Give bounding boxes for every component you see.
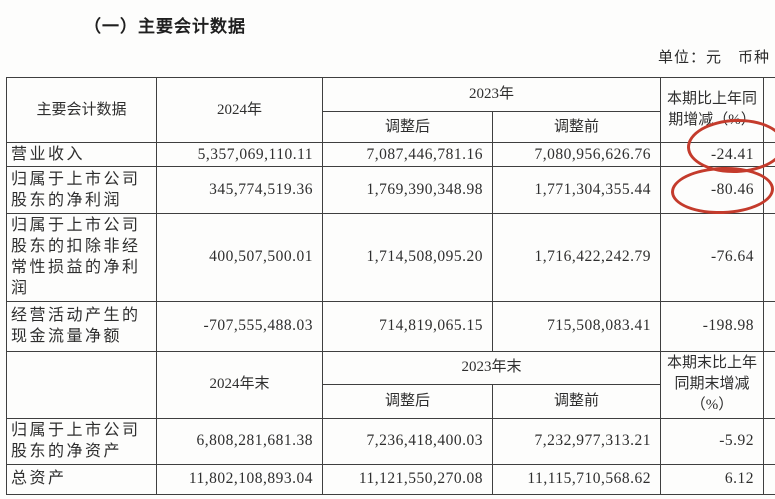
highlighted-change-value: -24.41: [660, 141, 765, 168]
row-label: 归属于上市公司股东的扣除非经常性损益的净利润: [6, 213, 157, 302]
table-row-net-assets: 归属于上市公司股东的净资产 6,808,281,681.38 7,236,418…: [6, 417, 775, 465]
row-label: 营业收入: [6, 141, 157, 168]
header-2024-end: 2024年末: [156, 350, 323, 419]
cropped-column-stub: [763, 463, 775, 495]
value-2024: 345,774,519.36: [156, 166, 323, 215]
header-empty-cell: [6, 350, 157, 419]
header-adjusted-after: 调整后: [322, 383, 493, 419]
header-adjusted-before: 调整前: [491, 111, 662, 143]
table-row-operating-cash-flow: 经营活动产生的现金流量净额 -707,555,488.03 714,819,06…: [6, 300, 775, 352]
key-accounting-table: 主要会计数据 2024年 2023年 本期比上年同期增减（%） 调整后 调整前 …: [6, 77, 775, 495]
table-row-net-profit-excl-nonrecurring: 归属于上市公司股东的扣除非经常性损益的净利润 400,507,500.01 1,…: [6, 213, 775, 302]
table-row-revenue: 营业收入 5,357,069,110.11 7,087,446,781.16 7…: [6, 141, 775, 168]
change-value: 6.12: [660, 463, 765, 495]
value-adjusted-before: 11,115,710,568.62: [491, 463, 662, 495]
value-2024: 5,357,069,110.11: [156, 141, 323, 168]
value-adjusted-before: 7,080,956,626.76: [491, 141, 662, 168]
table-row-total-assets: 总资产 11,802,108,893.04 11,121,550,270.08 …: [6, 463, 775, 495]
value-2024-end: 6,808,281,681.38: [156, 417, 323, 465]
row-label: 归属于上市公司股东的净资产: [6, 417, 157, 465]
header-metric: 主要会计数据: [6, 77, 157, 143]
value-2024: -707,555,488.03: [156, 300, 323, 352]
change-value: -5.92: [660, 417, 765, 465]
value-adjusted-after: 7,087,446,781.16: [322, 141, 493, 168]
header-row-balance-2: 调整后 调整前: [7, 383, 775, 419]
header-2023-end: 2023年末: [321, 350, 662, 385]
value-adjusted-after: 11,121,550,270.08: [322, 463, 493, 495]
header-row-income-2: 调整后 调整前: [7, 111, 775, 143]
value-2024: 400,507,500.01: [156, 213, 323, 302]
cropped-column-stub: [763, 213, 775, 302]
value-adjusted-after: 1,769,390,348.98: [322, 166, 493, 215]
row-label: 归属于上市公司股东的净利润: [6, 166, 157, 215]
value-adjusted-after: 7,236,418,400.03: [322, 417, 493, 465]
header-2023: 2023年: [321, 77, 662, 112]
cropped-column-stub: [763, 417, 775, 465]
cropped-column-stub: [763, 350, 775, 419]
change-value: -76.64: [660, 213, 765, 302]
header-row-income-1: 主要会计数据 2024年 2023年 本期比上年同期增减（%）: [6, 77, 775, 143]
value-adjusted-after: 714,819,065.15: [322, 300, 493, 352]
header-end-change-pct: 本期末比上年同期末增减（%）: [660, 350, 765, 419]
header-change-pct: 本期比上年同期增减（%）: [660, 77, 765, 143]
header-adjusted-after: 调整后: [322, 111, 493, 143]
cropped-column-stub: [763, 300, 775, 352]
value-adjusted-after: 1,714,508,095.20: [322, 213, 493, 302]
row-label: 经营活动产生的现金流量净额: [6, 300, 157, 352]
value-2024-end: 11,802,108,893.04: [156, 463, 323, 495]
value-adjusted-before: 7,232,977,313.21: [491, 417, 662, 465]
table-row-net-profit: 归属于上市公司股东的净利润 345,774,519.36 1,769,390,3…: [6, 166, 775, 215]
header-row-balance-1: 2024年末 2023年末 本期末比上年同期末增减（%）: [6, 350, 775, 419]
value-adjusted-before: 1,771,304,355.44: [491, 166, 662, 215]
cropped-column-stub: [763, 141, 775, 168]
header-2024: 2024年: [156, 77, 323, 143]
header-adjusted-before: 调整前: [491, 383, 662, 419]
value-adjusted-before: 715,508,083.41: [491, 300, 662, 352]
row-label: 总资产: [6, 463, 157, 495]
unit-note: 单位：元 币种: [658, 50, 771, 66]
value-adjusted-before: 1,716,422,242.79: [491, 213, 662, 302]
section-title: （一）主要会计数据: [84, 17, 246, 36]
change-value: -198.98: [660, 300, 765, 352]
accounting-data-table: 主要会计数据 2024年 2023年 本期比上年同期增减（%） 调整后 调整前 …: [6, 77, 775, 495]
